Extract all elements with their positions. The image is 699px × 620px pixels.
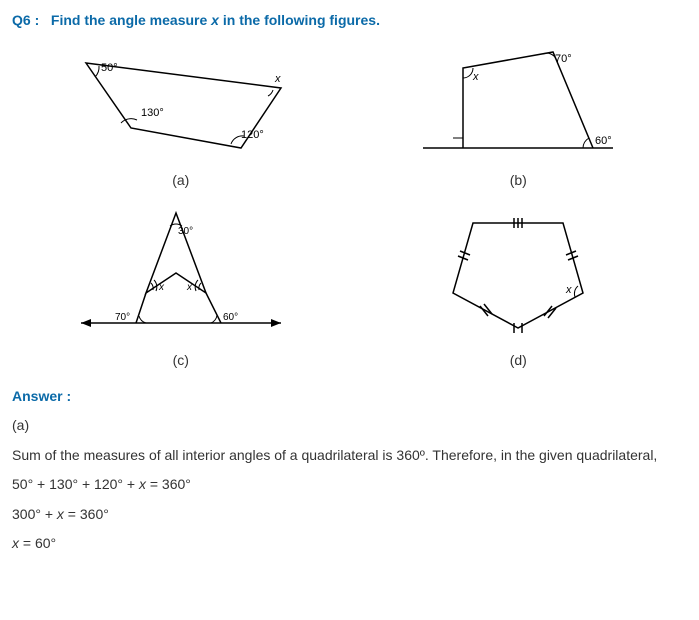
figure-d-caption: (d) (510, 352, 527, 368)
answer-line1: Sum of the measures of all interior angl… (12, 446, 687, 466)
figure-c-angle-leftvar: x (158, 282, 165, 293)
angle-arc (268, 90, 273, 96)
question-heading: Q6 : Find the angle measure x in the fol… (12, 12, 687, 28)
answer-line3-after: = 360° (64, 506, 109, 522)
answer-line2: 50° + 130° + 120° + x = 360° (12, 475, 687, 495)
figures-grid: 50° x 120° 130° (a) x 70° 60° (b) (12, 38, 687, 368)
figure-a-angle-bottom: 120° (241, 129, 264, 141)
figure-b-angle-right: 60° (595, 135, 612, 147)
answer-part-label: (a) (12, 416, 687, 436)
answer-label: Answer : (12, 388, 687, 404)
answer-line4-after: = 60° (19, 535, 56, 551)
figure-b-caption: (b) (510, 172, 527, 188)
figure-c-angle-right: 60° (223, 312, 238, 323)
figure-d-pentagon (453, 223, 583, 328)
answer-line3-before: 300° + (12, 506, 57, 522)
figure-b-angle-left: x (472, 71, 479, 83)
arrow-right (271, 319, 281, 327)
arrow-left (81, 319, 91, 327)
answer-line4-var: x (12, 535, 19, 551)
figure-c-caption: (c) (173, 352, 189, 368)
figure-a-caption: (a) (172, 172, 189, 188)
tick-marks (458, 218, 578, 333)
answer-line2-var: x (139, 476, 146, 492)
angle-arc (154, 280, 157, 291)
figure-d-var: x (565, 284, 572, 296)
answer-line3-var: x (57, 506, 64, 522)
angle-arc (95, 66, 99, 77)
figure-b: x 70° 60° (b) (350, 38, 688, 188)
angle-arc (583, 138, 589, 148)
figure-c-angle-top: 30° (178, 226, 193, 237)
figure-c-angle-rightvar: x (186, 282, 193, 293)
question-text-after: in the following figures. (223, 12, 380, 28)
figure-a-angle-left: 130° (141, 107, 164, 119)
figure-a-angle-var: x (274, 73, 281, 85)
figure-b-svg: x 70° 60° (403, 38, 633, 168)
answer-line2-before: 50° + 130° + 120° + (12, 476, 139, 492)
angle-arc (463, 68, 473, 78)
question-label: Q6 : (12, 12, 39, 28)
figure-a: 50° x 120° 130° (a) (12, 38, 350, 188)
question-text-before: Find the angle measure (51, 12, 211, 28)
figure-c: 30° x x 70° 60° (c) (12, 198, 350, 368)
figure-b-polygon (463, 52, 593, 148)
figure-a-angle-top: 50° (101, 62, 118, 74)
figure-b-angle-top: 70° (555, 53, 572, 65)
figure-d: x (d) (350, 198, 688, 368)
figure-a-svg: 50° x 120° 130° (51, 38, 311, 168)
question-var: x (211, 12, 223, 28)
figure-c-svg: 30° x x 70° 60° (61, 198, 301, 348)
figure-c-angle-left: 70° (115, 312, 130, 323)
right-angle-mark (453, 138, 463, 148)
angle-arc (121, 119, 137, 123)
figure-d-svg: x (418, 198, 618, 348)
answer-line2-after: = 360° (146, 476, 191, 492)
answer-line3: 300° + x = 360° (12, 505, 687, 525)
answer-line4: x = 60° (12, 534, 687, 554)
angle-arc (195, 280, 198, 291)
